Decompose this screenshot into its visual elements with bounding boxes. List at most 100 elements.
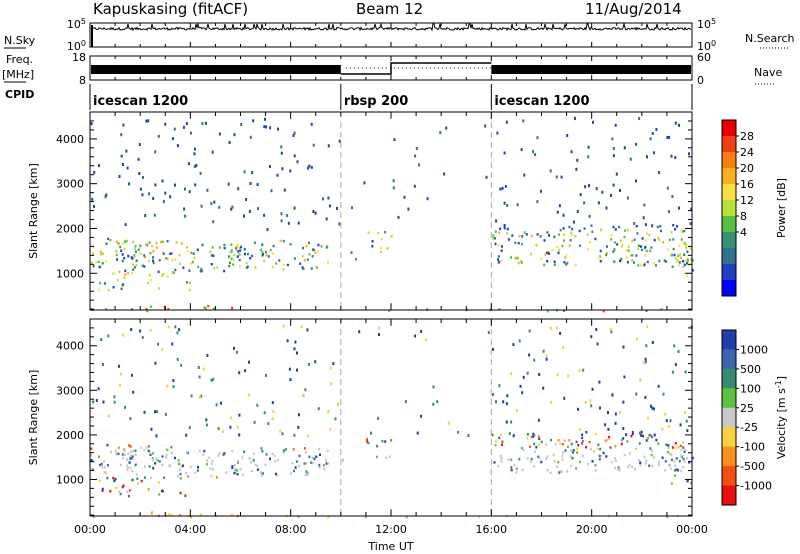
frequency-band (91, 65, 341, 74)
scatter-cell (289, 472, 292, 475)
scatter-cell (229, 261, 231, 265)
scatter-cell (562, 213, 565, 217)
scatter-cell (562, 345, 565, 349)
scatter-cell (146, 309, 149, 313)
scatter-cell (165, 456, 168, 459)
scatter-cell (596, 342, 599, 346)
scatter-cell (259, 471, 262, 475)
scatter-cell (643, 203, 646, 207)
scatter-cell (612, 250, 615, 253)
scatter-cell (571, 233, 573, 237)
scatter-cell (390, 235, 393, 238)
colorbar-label: 4 (740, 226, 747, 239)
scatter-cell (276, 458, 279, 462)
scatter-cell (688, 461, 691, 464)
scatter-cell (658, 460, 661, 464)
scatter-cell (329, 427, 332, 431)
scatter-cell (176, 357, 179, 361)
scatter-cell (122, 333, 125, 337)
scatter-cell (525, 233, 528, 236)
scatter-cell (543, 263, 546, 267)
scatter-cell (230, 243, 233, 246)
scatter-cell (643, 455, 646, 459)
scatter-cell (534, 153, 537, 157)
scatter-cell (432, 385, 435, 389)
scatter-cell (491, 433, 494, 437)
scatter-cell (284, 448, 287, 451)
scatter-cell (614, 228, 617, 231)
scatter-cell (516, 203, 519, 207)
scatter-cell (121, 259, 124, 263)
scatter-cell (533, 442, 536, 446)
cpid-label: CPID (5, 88, 34, 101)
scatter-cell (196, 248, 199, 251)
scatter-cell (269, 126, 272, 130)
scatter-cell (650, 246, 653, 249)
scatter-cell (166, 239, 169, 243)
scatter-cell (605, 253, 608, 257)
scatter-cell (301, 266, 304, 269)
scatter-cell (210, 462, 213, 466)
scatter-cell (249, 256, 252, 260)
scatter-cell (573, 449, 575, 452)
scatter-cell (510, 458, 513, 461)
scatter-cell (584, 400, 587, 404)
scatter-cell (597, 201, 600, 205)
scatter-cell (634, 467, 636, 471)
scatter-cell (164, 191, 167, 195)
colorbar-segment (722, 216, 736, 233)
scatter-cell (512, 343, 515, 347)
scatter-cell (231, 306, 234, 310)
scatter-cell (550, 400, 552, 404)
scatter-cell (611, 137, 614, 141)
scatter-cell (555, 326, 558, 330)
scatter-cell (556, 245, 559, 249)
scatter-cell (135, 259, 138, 262)
scatter-cell (233, 471, 236, 475)
scatter-cell (530, 435, 533, 439)
scatter-cell (380, 246, 383, 250)
scatter-cell (596, 447, 599, 450)
scatter-cell (670, 230, 673, 234)
scatter-cell (170, 451, 173, 455)
scatter-cell (595, 187, 598, 191)
scatter-cell (205, 463, 208, 466)
scatter-cell (678, 460, 681, 463)
scatter-cell (577, 407, 579, 411)
scatter-cell (666, 136, 669, 139)
scatter-cell (148, 192, 150, 196)
scatter-cell (180, 465, 183, 469)
scatter-cell (101, 252, 104, 255)
scatter-cell (578, 369, 581, 373)
colorbar-segment (722, 200, 736, 217)
scatter-cell (97, 260, 100, 263)
scatter-cell (575, 167, 578, 171)
scatter-cell (105, 471, 108, 475)
scatter-cell (166, 257, 169, 260)
scatter-cell (301, 254, 304, 258)
time-tick-label: 16:00 (475, 523, 507, 536)
scatter-cell (649, 137, 652, 141)
scatter-cell (644, 360, 647, 364)
scatter-cell (274, 459, 276, 463)
scatter-cell (243, 450, 246, 453)
scatter-cell (517, 261, 520, 265)
scatter-cell (292, 448, 295, 451)
scatter-cell (143, 254, 146, 257)
scatter-cell (367, 231, 370, 234)
scatter-cell (136, 477, 139, 480)
scatter-cell (109, 238, 112, 242)
scatter-cell (199, 171, 202, 175)
scatter-cell (644, 223, 647, 227)
scatter-cell (139, 329, 142, 333)
scatter-cell (245, 266, 248, 269)
scatter-cell (123, 448, 126, 451)
range-tick-label: 3000 (56, 384, 84, 397)
scatter-cell (405, 515, 408, 519)
range-tick-label: 2000 (56, 222, 84, 235)
scatter-cell (679, 444, 682, 448)
scatter-cell (166, 275, 169, 278)
scatter-cell (607, 438, 610, 441)
scatter-cell (134, 250, 137, 253)
scatter-cell (282, 449, 285, 452)
